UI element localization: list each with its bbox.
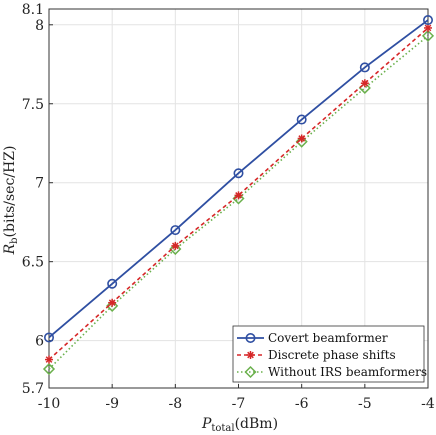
data-point: [424, 23, 432, 32]
y-axis-label-unit: (bits/sec/HZ): [2, 146, 18, 238]
series-layer: [42, 15, 435, 376]
y-axis-label: Rb(bits/sec/HZ): [2, 146, 20, 256]
y-axis-label-sub: b: [9, 237, 20, 243]
axis-ticks: -10 -9 -8 -7 -6 -5 -4 5.7 6 6.5 7 7.5 88.1: [22, 2, 435, 412]
legend-entry-covert-beamformer: Covert beamformer: [237, 331, 388, 345]
data-point: [297, 134, 306, 143]
x-tick-label: -10: [38, 396, 61, 412]
data-point: [43, 332, 54, 343]
data-point: [296, 114, 307, 125]
x-tick-label: -8: [169, 396, 183, 412]
x-tick-label: -9: [105, 396, 119, 412]
legend-entry-discrete-phase-shifts: Discrete phase shifts: [237, 348, 396, 362]
x-tick-label: -4: [421, 396, 435, 412]
legend-marker-circle-icon: [245, 332, 256, 343]
legend-marker-diamond-icon: [244, 365, 257, 379]
legend-label: Discrete phase shifts: [268, 348, 396, 362]
series-discrete-phase-shifts: [45, 23, 432, 364]
data-point: [170, 225, 181, 236]
y-tick-label: 8.1: [22, 2, 44, 18]
x-tick-label: -7: [232, 396, 246, 412]
data-point: [45, 355, 53, 364]
legend-label: Without IRS beamformers: [268, 365, 427, 379]
x-tick-label: -5: [358, 396, 372, 412]
y-tick-label: 7: [35, 176, 44, 192]
legend-entry-without-irs-beamformers: Without IRS beamformers: [237, 365, 427, 379]
x-axis-label-main: P: [201, 416, 212, 432]
data-point: [421, 29, 435, 42]
legend: Covert beamformer Discrete phase shifts …: [232, 325, 427, 383]
data-point: [108, 298, 117, 307]
data-point: [359, 62, 370, 73]
data-point: [169, 242, 182, 256]
x-axis-label: Ptotal(dBm): [201, 416, 278, 434]
y-tick-label: 6.5: [22, 255, 44, 271]
legend-marker-asterisk-icon: [246, 351, 255, 359]
data-point: [422, 15, 433, 26]
x-axis-label-sub: total: [211, 423, 234, 434]
data-point: [107, 278, 118, 289]
y-tick-label: 7.5: [22, 97, 44, 113]
x-tick-label: -6: [295, 396, 309, 412]
y-tick-label: 6: [35, 334, 44, 350]
data-point: [360, 79, 369, 88]
x-axis-label-unit: (dBm): [235, 416, 278, 432]
series-line: [48, 19, 429, 339]
series-covert-beamformer: [43, 15, 433, 343]
y-axis-label-main: R: [2, 243, 18, 255]
data-point: [232, 192, 245, 205]
data-point: [233, 168, 244, 179]
y-tick-label: 5.7: [22, 381, 44, 397]
data-point: [234, 191, 243, 200]
data-point: [106, 299, 119, 312]
data-point: [171, 241, 180, 250]
y-tick-label: 8: [35, 18, 44, 34]
legend-label: Covert beamformer: [268, 331, 388, 345]
data-point: [42, 362, 56, 376]
legend-box: [232, 325, 425, 383]
data-point: [295, 135, 308, 148]
